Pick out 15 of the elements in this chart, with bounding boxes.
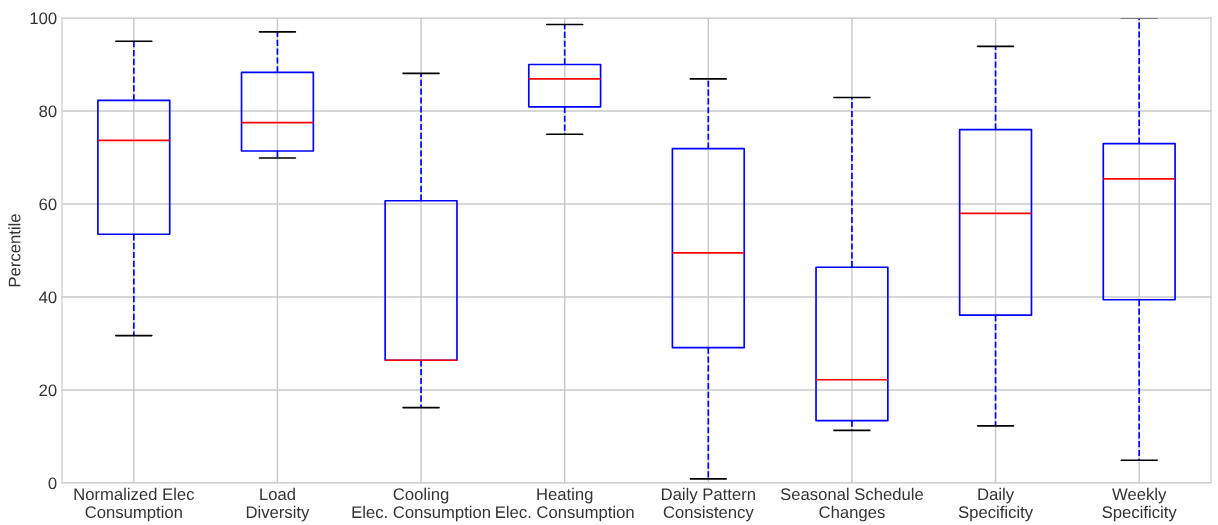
- x-tick-label: Daily Specificity: [958, 487, 1034, 522]
- x-tick-label: Seasonal Schedule Changes: [780, 487, 924, 522]
- x-tick-label: Weekly Specificity: [1102, 487, 1177, 522]
- y-tick-label: 20: [39, 384, 57, 397]
- x-tick-label: Cooling Elec. Consumption: [352, 487, 490, 522]
- y-tick-label: 60: [39, 198, 57, 211]
- x-tick-label: Daily Pattern Consistency: [661, 487, 755, 522]
- y-tick-label: 100: [30, 12, 57, 25]
- y-tick-label: 80: [39, 105, 57, 118]
- y-tick-label: 40: [38, 291, 57, 304]
- x-tick-label: Load Diversity: [246, 487, 310, 522]
- y-axis-title: Percentile: [8, 214, 21, 287]
- x-tick-label: Heating Elec. Consumption: [496, 487, 634, 522]
- y-tick-label: 0: [48, 477, 57, 490]
- x-tick-label: Normalized Elec Consumption: [74, 487, 195, 522]
